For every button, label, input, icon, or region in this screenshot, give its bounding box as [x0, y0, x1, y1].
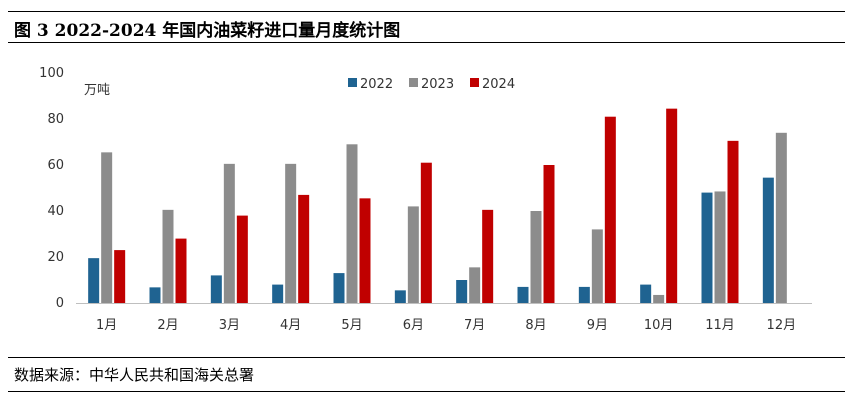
bar-2022-8 [517, 286, 529, 303]
x-tick-label: 6月 [403, 318, 424, 333]
x-tick-label: 11月 [705, 318, 735, 333]
bar-2024-7 [482, 209, 494, 303]
source-rule-top [8, 357, 845, 358]
bar-2023-4 [285, 163, 297, 303]
legend-item-2023: 2023 [409, 77, 454, 92]
x-tick-label: 10月 [644, 318, 674, 333]
bar-2022-9 [578, 286, 590, 303]
legend-label: 2024 [482, 77, 515, 92]
legend: 2022 2023 2024 [348, 77, 515, 92]
bar-2022-6 [394, 290, 406, 303]
x-axis-ticks: 1月 2月 3月 4月 5月 6月 7月 8月 9月 10月 11月 12月 [96, 318, 796, 333]
bar-2024-9 [604, 116, 616, 303]
y-axis: 0 20 40 60 80 100 [39, 66, 64, 311]
bar-2024-3 [236, 215, 248, 303]
bar-2022-12 [762, 177, 774, 303]
bar-2022-3 [210, 275, 222, 303]
x-tick-label: 12月 [767, 318, 797, 333]
x-tick-label: 5月 [341, 318, 362, 333]
bar-2022-11 [701, 192, 713, 303]
legend-label: 2022 [360, 77, 393, 92]
bar-2023-8 [530, 211, 542, 303]
legend-swatch [348, 78, 357, 87]
bar-2022-5 [333, 273, 345, 303]
bar-2024-5 [359, 198, 371, 303]
bar-2023-12 [775, 132, 787, 303]
legend-item-2022: 2022 [348, 77, 393, 92]
bar-2022-2 [149, 287, 161, 303]
bar-2023-11 [714, 191, 726, 303]
legend-swatch [409, 78, 418, 87]
y-tick-label: 100 [39, 66, 64, 81]
y-axis-label: 万吨 [84, 83, 110, 98]
bar-chart: 0 20 40 60 80 100 万吨 1月 2月 3月 4月 5月 6月 7月 8月 9月 10月 11月… [39, 66, 812, 333]
top-rule [8, 11, 845, 12]
bars [88, 108, 787, 304]
bar-2023-2 [162, 209, 174, 303]
bar-2024-2 [175, 238, 187, 303]
y-tick-label: 80 [47, 112, 64, 127]
bar-2024-1 [114, 250, 126, 303]
x-tick-label: 1月 [96, 318, 117, 333]
bar-2024-10 [666, 108, 678, 304]
x-tick-label: 8月 [525, 318, 546, 333]
bar-2022-10 [640, 284, 652, 303]
x-tick-label: 3月 [219, 318, 240, 333]
bar-2023-5 [346, 144, 358, 303]
bar-2024-8 [543, 165, 555, 303]
y-tick-label: 60 [47, 158, 64, 173]
y-tick-label: 40 [47, 204, 64, 219]
legend-swatch [470, 78, 479, 87]
bar-2022-4 [272, 284, 284, 303]
bar-2023-6 [407, 206, 419, 303]
bar-2023-1 [101, 152, 113, 303]
bar-2023-3 [223, 163, 235, 303]
source-rule-bottom [8, 391, 845, 392]
x-tick-label: 9月 [587, 318, 608, 333]
y-tick-label: 20 [47, 250, 64, 265]
x-tick-label: 2月 [157, 318, 178, 333]
bar-2024-11 [727, 140, 739, 303]
bar-2022-7 [456, 280, 468, 303]
legend-item-2024: 2024 [470, 77, 515, 92]
bar-2024-4 [298, 194, 310, 303]
title-rule [8, 42, 845, 43]
bar-2023-10 [653, 294, 665, 303]
x-tick-label: 7月 [464, 318, 485, 333]
y-tick-label: 0 [56, 296, 64, 311]
figure-title: 图 3 2022-2024 年国内油菜籽进口量月度统计图 [14, 21, 401, 41]
bar-2024-6 [420, 162, 432, 303]
legend-label: 2023 [421, 77, 454, 92]
source-note: 数据来源：中华人民共和国海关总署 [14, 366, 255, 384]
bar-2023-9 [591, 229, 603, 303]
bar-2023-7 [469, 267, 481, 303]
x-tick-label: 4月 [280, 318, 301, 333]
bar-2022-1 [88, 258, 100, 303]
